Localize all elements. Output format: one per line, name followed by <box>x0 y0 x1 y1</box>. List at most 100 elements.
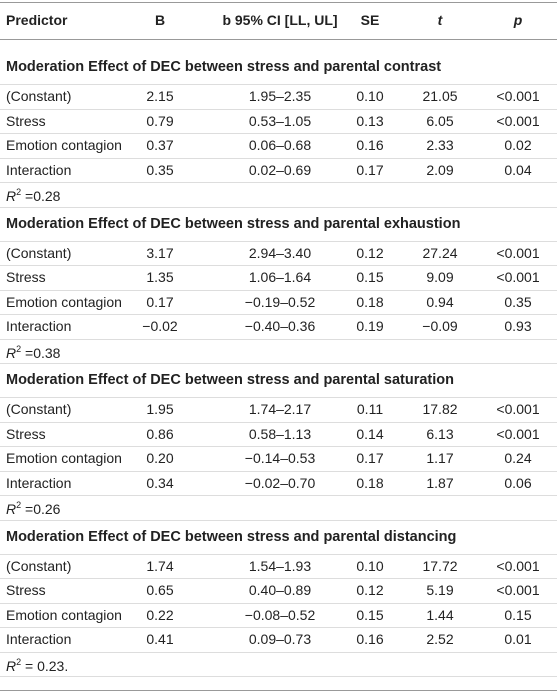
cell: −0.09 <box>422 318 458 335</box>
cell: 1.54–1.93 <box>248 557 312 574</box>
column-header: SE <box>360 12 380 28</box>
cell: 1.44 <box>426 606 454 623</box>
r-value: =0.38 <box>21 344 61 361</box>
cell: 2.33 <box>426 137 454 154</box>
rule <box>0 157 557 159</box>
r-value: = 0.23. <box>21 657 69 674</box>
rule <box>0 265 557 266</box>
cell: 0.58–1.13 <box>248 425 312 442</box>
cell: 0.09–0.73 <box>248 631 312 648</box>
cell: 0.86 <box>146 425 174 442</box>
rule <box>0 39 557 40</box>
cell: 0.10 <box>356 557 384 574</box>
cell: 17.72 <box>422 557 458 574</box>
cell: 0.12 <box>356 244 384 261</box>
cell: 17.82 <box>422 401 458 418</box>
rule <box>0 108 557 110</box>
cell: 0.02 <box>504 137 532 154</box>
r-squared: R2 = 0.23. <box>6 653 68 675</box>
section-title: Moderation Effect of DEC between stress … <box>6 528 457 545</box>
cell: 0.12 <box>356 582 384 599</box>
cell: 21.05 <box>422 88 458 105</box>
cell: 0.10 <box>356 88 384 105</box>
rule <box>0 470 557 472</box>
r-symbol: R <box>6 501 17 518</box>
cell: <0.001 <box>496 269 540 286</box>
predictor: (Constant) <box>6 401 72 418</box>
cell: 0.04 <box>504 161 532 178</box>
cell: −0.19–0.52 <box>244 293 316 310</box>
cell: 0.18 <box>356 474 384 491</box>
cell: 2.52 <box>426 631 454 648</box>
rule <box>0 289 557 291</box>
r-sup: 2 <box>16 187 22 198</box>
cell: 2.09 <box>426 161 454 178</box>
rule <box>0 182 557 183</box>
column-header: Predictor <box>6 12 68 28</box>
cell: 3.17 <box>146 244 174 261</box>
cell: 0.06 <box>504 474 532 491</box>
section-title: Moderation Effect of DEC between stress … <box>6 372 454 388</box>
r-symbol: R <box>6 188 17 205</box>
cell: 1.74 <box>146 557 174 574</box>
rule <box>0 519 557 521</box>
section-title: Moderation Effect of DEC between stress … <box>6 59 442 75</box>
predictor: Interaction <box>6 474 72 491</box>
cell: 0.15 <box>504 606 532 623</box>
cell: <0.001 <box>496 557 540 574</box>
cell: 0.16 <box>356 631 384 648</box>
cell: 1.95 <box>146 401 174 418</box>
cell: 0.35 <box>146 161 174 178</box>
cell: <0.001 <box>496 401 540 418</box>
cell: 1.95–2.35 <box>248 88 312 105</box>
cell: −0.14–0.53 <box>244 450 316 467</box>
cell: 0.17 <box>356 161 384 178</box>
cell: 0.15 <box>356 269 384 286</box>
rule <box>0 314 557 315</box>
cell: 0.02–0.69 <box>248 161 312 178</box>
rule <box>0 627 557 628</box>
cell: 0.65 <box>146 582 174 599</box>
r-symbol: R <box>6 657 17 674</box>
cell: 1.74–2.17 <box>248 401 312 418</box>
cell: 0.17 <box>146 293 174 310</box>
rule <box>0 240 557 242</box>
rule <box>0 2 557 3</box>
predictor: Emotion contagion <box>6 606 122 623</box>
cell: 0.16 <box>356 137 384 154</box>
rule <box>0 133 557 134</box>
cell: 1.17 <box>426 450 454 467</box>
cell: 0.19 <box>356 318 384 335</box>
r-sup: 2 <box>16 656 22 667</box>
cell: 6.13 <box>426 425 454 442</box>
r-squared: R2 =0.26 <box>6 496 60 518</box>
column-header: b 95% CI [LL, UL] <box>222 12 338 28</box>
column-header: t <box>437 12 443 28</box>
predictor: Interaction <box>6 161 72 178</box>
cell: 1.35 <box>146 269 174 286</box>
cell: −0.02–0.70 <box>244 474 316 491</box>
cell: 0.20 <box>146 450 174 467</box>
cell: 0.06–0.68 <box>248 137 312 154</box>
cell: 0.40–0.89 <box>248 582 312 599</box>
rule <box>0 651 557 653</box>
rule <box>0 690 557 691</box>
cell: 0.37 <box>146 137 174 154</box>
predictor: Stress <box>6 112 46 129</box>
cell: 0.24 <box>504 450 532 467</box>
predictor: Interaction <box>6 318 72 335</box>
cell: 0.11 <box>356 401 384 418</box>
cell: 1.06–1.64 <box>248 269 312 286</box>
cell: 0.94 <box>426 293 454 310</box>
cell: <0.001 <box>496 88 540 105</box>
rule <box>0 553 557 555</box>
cell: <0.001 <box>496 582 540 599</box>
predictor: (Constant) <box>6 244 72 261</box>
predictor: Stress <box>6 425 46 442</box>
cell: 5.19 <box>426 582 454 599</box>
cell: 0.01 <box>504 631 532 648</box>
rule <box>0 446 557 447</box>
rule <box>0 397 557 398</box>
cell: 9.09 <box>426 269 454 286</box>
r-sup: 2 <box>16 500 22 511</box>
